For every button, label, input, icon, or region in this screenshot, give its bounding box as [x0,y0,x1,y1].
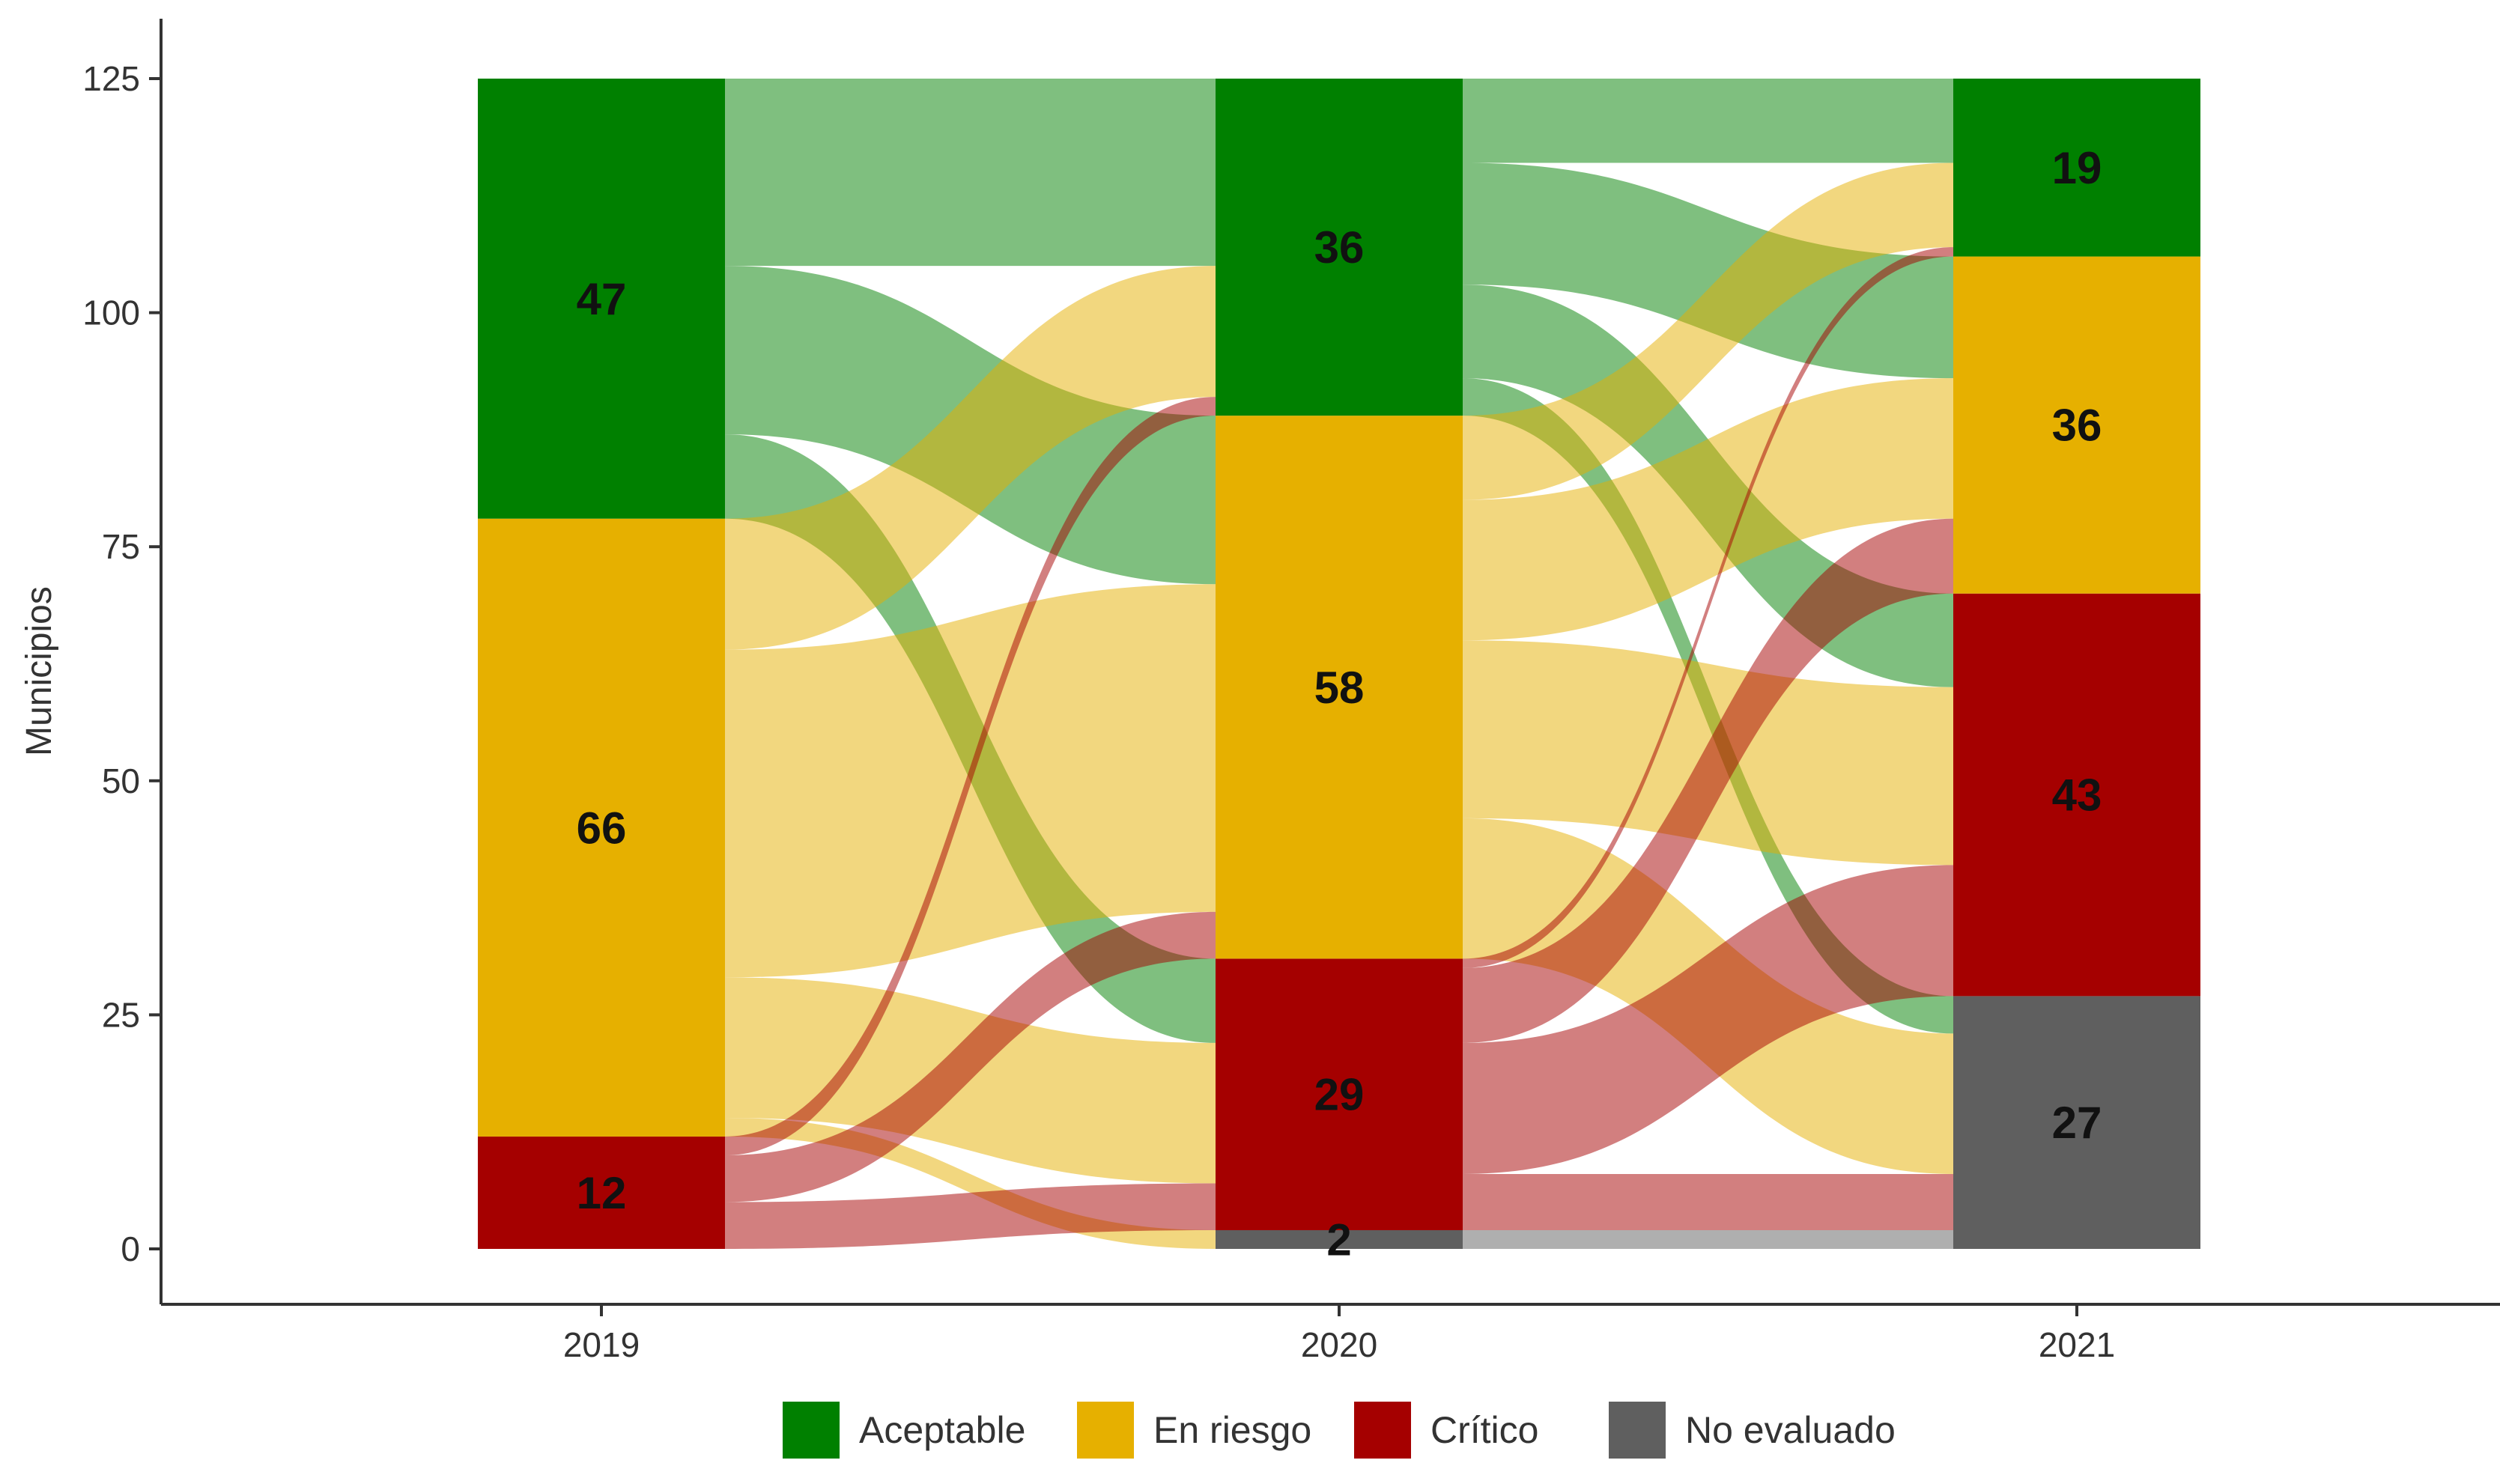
flow-2020-aceptable-to-aceptable [1463,79,1953,163]
flow-2019-critico-to-critico [725,1183,1216,1249]
y-tick-label: 75 [102,527,140,566]
flow-2020-critico-to-en-riesgo [1463,518,1953,1043]
x-tick-label-2021: 2021 [2039,1325,2115,1364]
bar-label-2020-no-evaluado: 2 [1326,1214,1351,1265]
x-ticks: 2019 2020 2021 [563,1304,2115,1364]
bar-label-2021-aceptable: 19 [2052,143,2102,193]
bar-label-2019-en-riesgo: 66 [577,803,627,853]
legend-swatch-en-riesgo [1077,1402,1134,1459]
y-tick-label: 50 [102,761,140,800]
legend-label-critico: Crítico [1430,1409,1538,1451]
legend-swatch-aceptable [783,1402,840,1459]
flow-2020-critico-to-critico [1463,865,1953,1174]
bar-label-2020-aceptable: 36 [1314,222,1365,273]
flows [725,79,1953,1249]
bar-2021-no-evaluado [1953,996,2200,1249]
x-tick-label-2020: 2020 [1301,1325,1377,1364]
bar-2020-en-riesgo [1216,416,1463,959]
bar-label-2020-critico: 29 [1314,1070,1365,1120]
bar-label-2021-en-riesgo: 36 [2052,401,2102,451]
bar-label-2020-en-riesgo: 58 [1314,663,1365,713]
bar-label-2019-aceptable: 47 [577,274,627,324]
bar-2021-en-riesgo [1953,256,2200,594]
flow-2020-en-riesgo-to-aceptable [1463,162,1953,500]
bar-labels: 12 66 47 2 29 58 36 27 43 36 19 [577,143,2102,1265]
y-tick-label: 25 [102,995,140,1034]
legend-label-no-evaluado: No evaluado [1685,1409,1896,1451]
flow-2020-en-riesgo-to-en-riesgo [1463,378,1953,641]
legend-label-en-riesgo: En riesgo [1153,1409,1311,1451]
bar-2021-critico [1953,593,2200,997]
axes: 0 25 50 75 100 125 2019 2020 2021 Municipios [19,19,2500,1364]
y-tick-label: 100 [82,294,140,332]
flow-2019-aceptable-to-aceptable [725,79,1216,267]
bar-2020-no-evaluado [1216,1229,1463,1249]
flow-2020-critico-to-aceptable [1463,247,1953,968]
flow-2020-critico-to-no-evaluado [1463,1173,1953,1230]
bar-2021-aceptable [1953,79,2200,257]
legend-swatch-critico [1354,1402,1411,1459]
flow-2019-en-riesgo-to-no-evaluado [725,1117,1216,1249]
y-ticks: 0 25 50 75 100 125 [82,59,161,1268]
flow-2019-critico-to-en-riesgo [725,911,1216,1202]
stacked-bars [478,79,2200,1249]
bar-2019-aceptable [478,79,725,519]
legend: Aceptable En riesgo Crítico No evaluado [783,1402,1896,1459]
bar-2020-critico [1216,958,1463,1230]
flow-2020-no-evaluado-to-no-evaluado [1463,1229,1953,1249]
bar-2019-critico [478,1136,725,1249]
legend-swatch-no-evaluado [1609,1402,1666,1459]
y-tick-label: 0 [121,1229,140,1268]
bar-2020-aceptable [1216,79,1463,416]
bar-label-2019-critico: 12 [577,1168,627,1218]
bar-label-2021-no-evaluado: 27 [2052,1098,2102,1148]
y-axis-title: Municipios [19,586,59,756]
x-tick-label-2019: 2019 [563,1325,640,1364]
flow-2019-critico-to-aceptable [725,397,1216,1155]
y-tick-label: 125 [82,59,140,98]
flow-2019-en-riesgo-to-aceptable [725,266,1216,650]
bar-2019-en-riesgo [478,518,725,1137]
legend-label-aceptable: Aceptable [859,1409,1025,1451]
bar-label-2021-critico: 43 [2052,770,2102,821]
